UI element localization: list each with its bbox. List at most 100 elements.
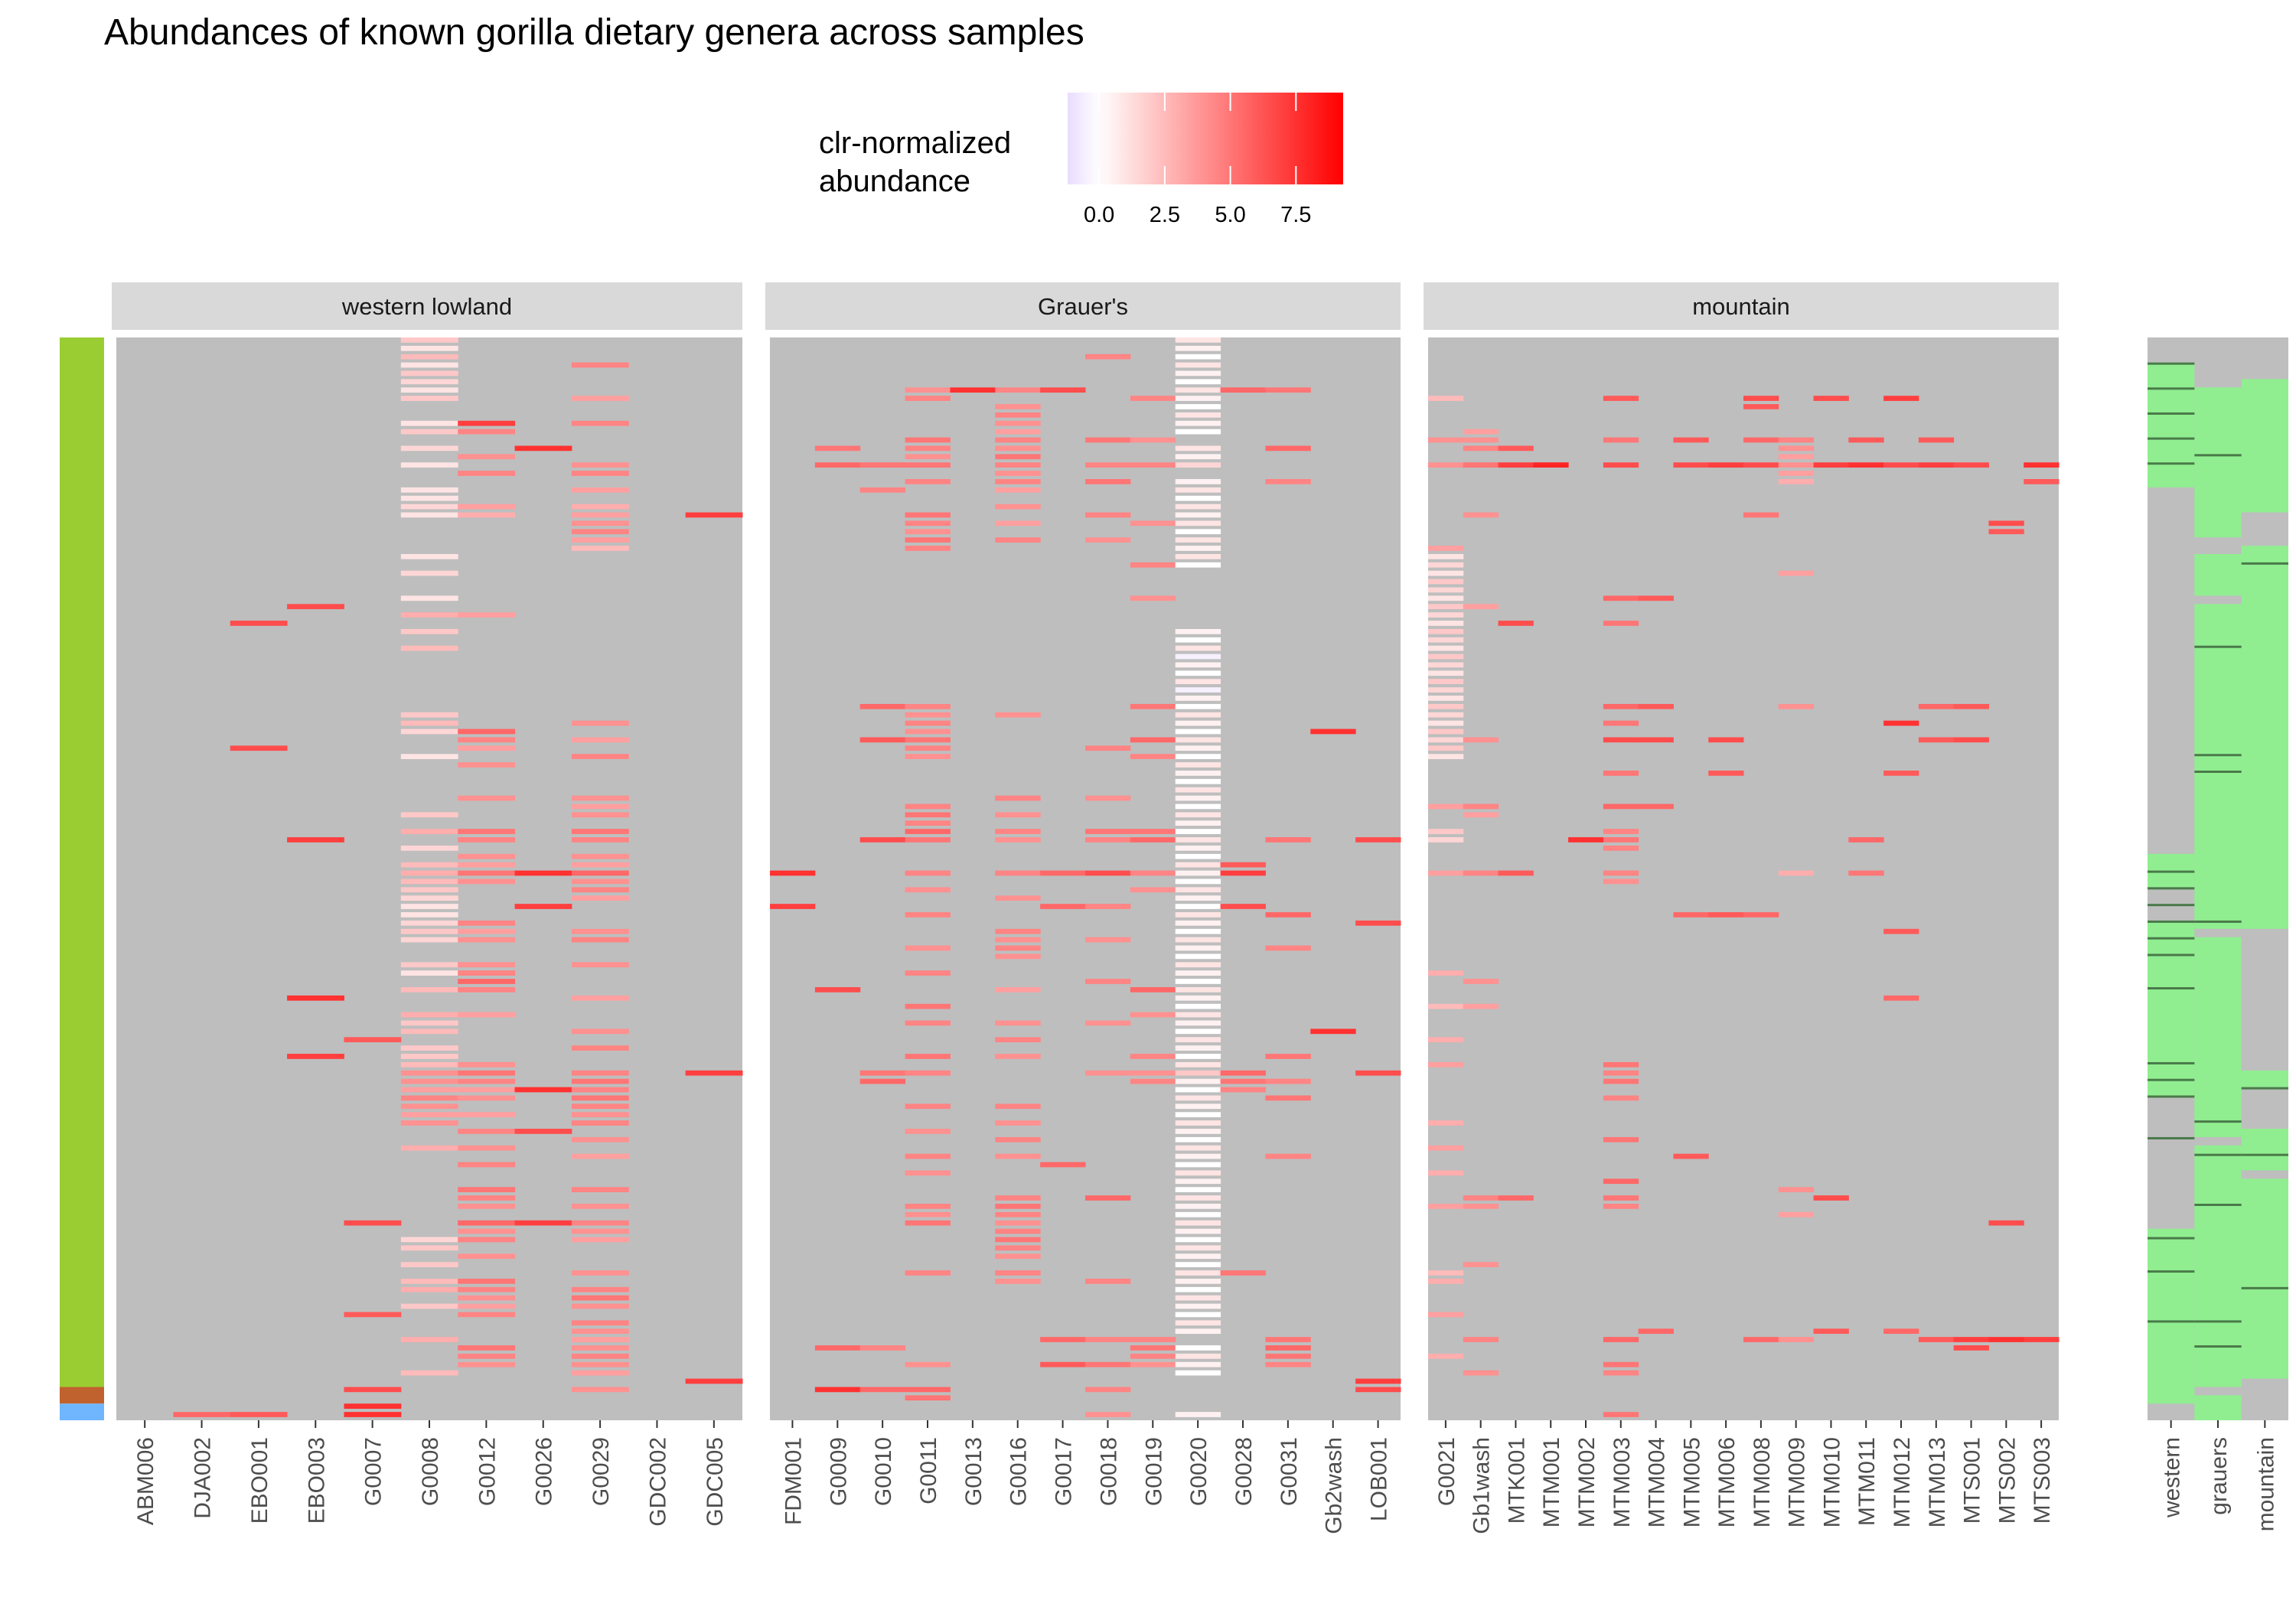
heatmap-cell (905, 945, 951, 951)
heatmap-cell (905, 804, 951, 810)
heatmap-cell (571, 829, 629, 834)
heatmap-cell (905, 437, 951, 443)
heatmap-cell (1918, 1337, 1955, 1342)
heatmap-cell (1130, 396, 1176, 401)
heatmap-cell (1175, 1220, 1221, 1226)
heatmap-cell (1778, 462, 1815, 468)
heatmap-cell (1813, 1195, 1849, 1201)
heatmap-cell (1130, 737, 1176, 743)
heatmap-cell (1175, 1170, 1221, 1176)
heatmap-cell (1175, 771, 1221, 776)
heatmap-cell (571, 1228, 629, 1234)
heatmap-cell (905, 1270, 951, 1276)
heatmap-cell (1175, 1345, 1221, 1351)
heatmap-cell (1175, 1237, 1221, 1243)
heatmap-cell (287, 995, 344, 1001)
heatmap-cell (995, 471, 1041, 476)
heatmap-cell (571, 837, 629, 843)
heatmap-cell (458, 837, 516, 843)
heatmap-cell (1175, 703, 1221, 709)
heatmap-cell (1428, 687, 1464, 693)
sample-label: MTM010 (1819, 1437, 1844, 1527)
heatmap-cell (995, 479, 1041, 484)
heatmap-cell (1848, 462, 1884, 468)
diet-column-label: grauers (2206, 1437, 2232, 1515)
heatmap-cell (1175, 1061, 1221, 1068)
heatmap-cell (400, 370, 458, 376)
heatmap-cell (1603, 1136, 1639, 1143)
heatmap-cell (1673, 912, 1709, 918)
heatmap-cell (400, 1262, 458, 1267)
heatmap-cell (905, 887, 951, 893)
heatmap-cell (1265, 837, 1311, 843)
heatmap-cell (1175, 1278, 1221, 1284)
heatmap-cell (400, 754, 458, 759)
heatmap-cell (1428, 1120, 1464, 1126)
heatmap-cell (1175, 637, 1221, 643)
heatmap-cell (1040, 1337, 1086, 1342)
heatmap-cell (995, 895, 1041, 901)
heatmap-cell (400, 504, 458, 510)
presence-band (2194, 1395, 2242, 1420)
heatmap-cell (1463, 1195, 1499, 1201)
heatmap-cell (1040, 904, 1086, 909)
sample-label: G0008 (418, 1437, 443, 1506)
heatmap-cell (1175, 670, 1221, 676)
heatmap-cell (400, 878, 458, 885)
heatmap-cell (458, 795, 516, 801)
heatmap-cell (458, 737, 516, 743)
heatmap-cell (287, 1054, 344, 1059)
diet-column-label: mountain (2253, 1437, 2278, 1531)
heatmap-cell (571, 853, 629, 859)
heatmap-cell (859, 1345, 906, 1351)
heatmap-cell (995, 420, 1041, 426)
heatmap-cell (1175, 1037, 1221, 1043)
heatmap-cell (1428, 554, 1464, 559)
heatmap-cell (995, 404, 1041, 409)
heatmap-cell (1175, 1412, 1221, 1417)
heatmap-cell (1175, 712, 1221, 718)
heatmap-cell (1883, 720, 1919, 726)
heatmap-cell (1175, 1145, 1221, 1151)
heatmap-cell (458, 853, 516, 859)
sample-label: DJA002 (191, 1437, 216, 1519)
heatmap-cell (1265, 945, 1311, 951)
heatmap-cell (1175, 1286, 1221, 1292)
sample-label: G0016 (1006, 1437, 1032, 1506)
heatmap-cell (1498, 462, 1534, 468)
heatmap-cell (995, 1211, 1041, 1217)
heatmap-cell (1085, 1195, 1131, 1201)
heatmap-cell (1428, 804, 1464, 810)
heatmap-cell (1175, 370, 1221, 376)
presence-band (2194, 387, 2242, 538)
sample-label: FDM001 (781, 1437, 806, 1525)
presence-marker (2148, 920, 2195, 923)
heatmap-cell (400, 870, 458, 876)
row-group-band (60, 1387, 104, 1404)
presence-band (2241, 379, 2288, 513)
heatmap-cell (1603, 396, 1639, 401)
heatmap-cell (1428, 670, 1464, 676)
heatmap-cell (400, 1061, 458, 1068)
heatmap-cell (859, 1070, 906, 1076)
heatmap-cell (458, 512, 516, 518)
heatmap-cell (1603, 1195, 1639, 1201)
heatmap-cell (1778, 1337, 1815, 1342)
heatmap-cell (995, 1153, 1041, 1159)
heatmap-cell (1130, 870, 1176, 876)
heatmap-cell (1355, 837, 1401, 843)
heatmap-cell (1743, 1337, 1779, 1342)
heatmap-cell (950, 387, 996, 393)
heatmap-cell (1085, 479, 1131, 484)
heatmap-cell (1603, 1061, 1639, 1068)
heatmap-cell (1175, 396, 1221, 401)
heatmap-cell (400, 570, 458, 576)
heatmap-cell (458, 1253, 516, 1260)
heatmap-cell (1175, 829, 1221, 834)
heatmap-cell (1355, 1378, 1401, 1384)
heatmap-cell (995, 387, 1041, 393)
heatmap-cell (1175, 1320, 1221, 1326)
heatmap-cell (1428, 462, 1464, 468)
presence-marker (2241, 1087, 2288, 1090)
heatmap-cell (571, 878, 629, 885)
